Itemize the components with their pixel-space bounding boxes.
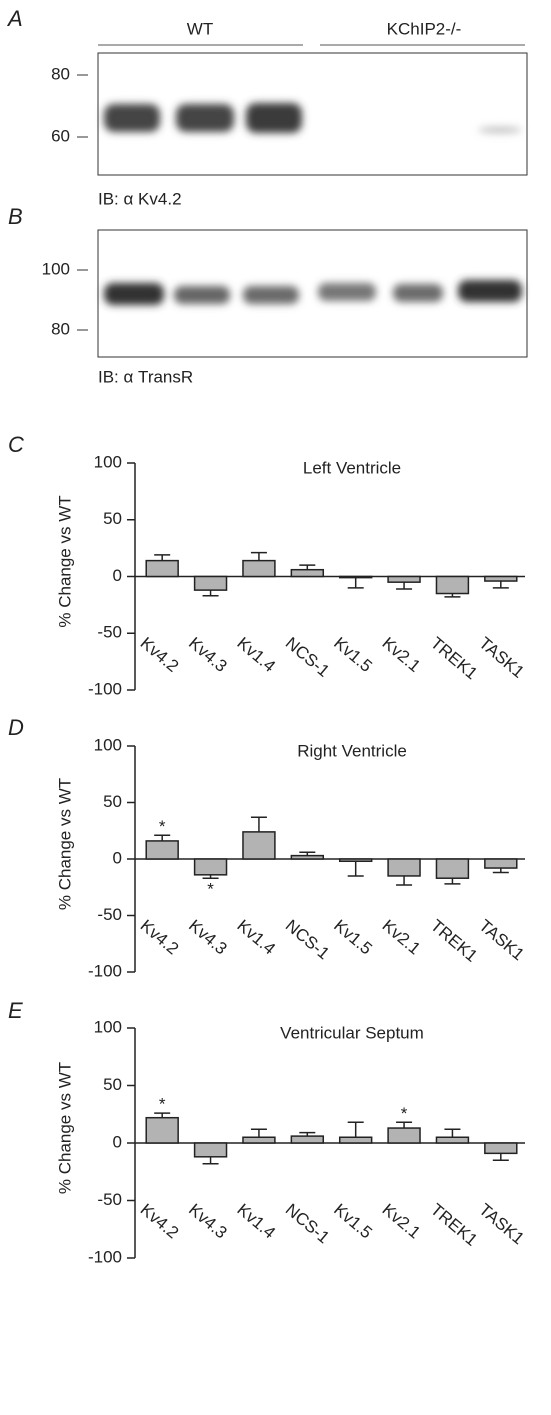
y-tick-label: 50 bbox=[103, 1075, 122, 1094]
significance-mark: * bbox=[159, 1095, 166, 1114]
bar bbox=[146, 841, 178, 859]
x-tick-label: TASK1 bbox=[475, 916, 528, 964]
bar bbox=[291, 856, 323, 859]
x-tick-label: Kv4.3 bbox=[185, 1200, 231, 1243]
bar bbox=[485, 577, 517, 582]
bar bbox=[388, 859, 420, 876]
panel-label: C bbox=[8, 432, 24, 457]
group-label: WT bbox=[187, 19, 213, 38]
x-tick-label: Kv2.1 bbox=[379, 633, 425, 676]
bar bbox=[340, 859, 372, 861]
x-tick-label: Kv1.4 bbox=[233, 916, 279, 959]
chart-title: Right Ventricle bbox=[297, 741, 407, 760]
y-axis-label: % Change vs WT bbox=[55, 1062, 74, 1194]
x-tick-label: Kv2.1 bbox=[379, 916, 425, 959]
bar bbox=[243, 561, 275, 577]
marker-label: 100 bbox=[42, 259, 70, 278]
significance-mark: * bbox=[401, 1104, 408, 1123]
bar bbox=[146, 561, 178, 577]
bar bbox=[243, 832, 275, 859]
x-tick-label: Kv4.3 bbox=[185, 916, 231, 959]
y-tick-label: 100 bbox=[94, 735, 122, 754]
bar bbox=[340, 577, 372, 578]
y-tick-label: 100 bbox=[94, 452, 122, 471]
marker-label: 80 bbox=[51, 319, 70, 338]
y-tick-label: 0 bbox=[113, 848, 122, 867]
x-tick-label: NCS-1 bbox=[282, 916, 333, 963]
blot-frame bbox=[98, 53, 527, 175]
bar bbox=[195, 859, 227, 875]
chart-title: Left Ventricle bbox=[303, 458, 401, 477]
figure: A WT KChIP2-/- 80 60 IB: α Kv4.2 B 100 8… bbox=[0, 0, 551, 1415]
y-tick-label: 0 bbox=[113, 1132, 122, 1151]
bar bbox=[436, 1137, 468, 1143]
panel-label: D bbox=[8, 715, 24, 740]
bar bbox=[388, 577, 420, 583]
x-tick-label: Kv1.4 bbox=[233, 633, 279, 676]
y-tick-label: 50 bbox=[103, 792, 122, 811]
panel-label: A bbox=[6, 6, 23, 31]
panel-label: B bbox=[8, 204, 23, 229]
y-tick-label: -100 bbox=[88, 1247, 122, 1266]
x-tick-label: Kv4.2 bbox=[137, 916, 183, 959]
marker-label: 80 bbox=[51, 64, 70, 83]
y-tick-label: 50 bbox=[103, 509, 122, 528]
x-tick-label: NCS-1 bbox=[282, 633, 333, 680]
y-tick-label: -50 bbox=[97, 1190, 122, 1209]
bar bbox=[436, 859, 468, 878]
y-axis-label: % Change vs WT bbox=[55, 495, 74, 627]
bar bbox=[388, 1128, 420, 1143]
x-tick-label: Kv4.2 bbox=[137, 633, 183, 676]
y-axis-label: % Change vs WT bbox=[55, 778, 74, 910]
bar bbox=[485, 1143, 517, 1153]
significance-mark: * bbox=[207, 880, 214, 899]
x-tick-label: Kv2.1 bbox=[379, 1200, 425, 1243]
y-tick-label: -100 bbox=[88, 679, 122, 698]
blot-caption: IB: α TransR bbox=[98, 367, 193, 386]
x-tick-label: Kv1.5 bbox=[330, 633, 376, 676]
bar bbox=[195, 577, 227, 591]
x-tick-label: TASK1 bbox=[475, 1200, 528, 1248]
y-tick-label: 0 bbox=[113, 566, 122, 585]
y-tick-label: -50 bbox=[97, 623, 122, 642]
y-tick-label: 100 bbox=[94, 1017, 122, 1036]
blot-caption: IB: α Kv4.2 bbox=[98, 189, 182, 208]
bar bbox=[291, 570, 323, 577]
significance-mark: * bbox=[159, 817, 166, 836]
x-tick-label: Kv1.4 bbox=[233, 1200, 279, 1243]
x-tick-label: Kv4.3 bbox=[185, 633, 231, 676]
x-tick-label: TREK1 bbox=[427, 1200, 481, 1250]
x-tick-label: NCS-1 bbox=[282, 1200, 333, 1247]
y-tick-label: -50 bbox=[97, 905, 122, 924]
group-label: KChIP2-/- bbox=[387, 19, 462, 38]
bar bbox=[436, 577, 468, 594]
marker-label: 60 bbox=[51, 126, 70, 145]
bar bbox=[340, 1137, 372, 1143]
y-tick-label: -100 bbox=[88, 961, 122, 980]
bar bbox=[146, 1118, 178, 1143]
x-tick-label: Kv4.2 bbox=[137, 1200, 183, 1243]
bar bbox=[485, 859, 517, 868]
x-tick-label: TREK1 bbox=[427, 916, 481, 966]
x-tick-label: TREK1 bbox=[427, 633, 481, 683]
bar bbox=[291, 1136, 323, 1143]
bar bbox=[195, 1143, 227, 1157]
x-tick-label: Kv1.5 bbox=[330, 916, 376, 959]
x-tick-label: Kv1.5 bbox=[330, 1200, 376, 1243]
chart-title: Ventricular Septum bbox=[280, 1023, 424, 1042]
panel-label: E bbox=[8, 998, 23, 1023]
bar bbox=[243, 1137, 275, 1143]
x-tick-label: TASK1 bbox=[475, 633, 528, 681]
